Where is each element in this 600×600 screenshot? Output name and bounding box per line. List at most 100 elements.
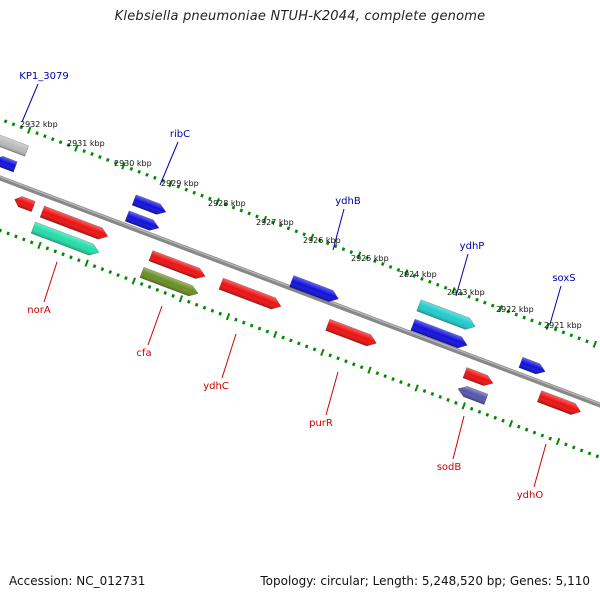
minor-tick xyxy=(454,400,458,405)
minor-tick xyxy=(477,409,482,414)
minor-tick xyxy=(383,374,387,379)
minor-tick xyxy=(407,383,411,388)
minor-tick xyxy=(391,377,395,382)
gene-label: norA xyxy=(27,305,51,316)
minor-tick xyxy=(202,305,207,310)
gene-arrow[interactable] xyxy=(39,205,110,242)
minor-tick xyxy=(58,140,63,145)
major-tick xyxy=(37,241,42,249)
minor-tick xyxy=(163,290,168,295)
leader-line xyxy=(533,443,547,488)
accession-text: Accession: NC_012731 xyxy=(9,574,146,588)
gene-label: ydhB xyxy=(335,196,361,207)
minor-tick xyxy=(100,267,105,272)
major-tick xyxy=(262,215,268,224)
label-leaders xyxy=(21,83,562,488)
gene-label: ydhC xyxy=(203,381,229,392)
kbp-label: 2922 kbp xyxy=(496,305,534,314)
minor-tick xyxy=(412,273,416,278)
minor-tick xyxy=(585,339,589,344)
minor-tick xyxy=(318,238,322,243)
gene-arrow[interactable] xyxy=(518,356,547,376)
gene-arrow[interactable] xyxy=(0,132,30,157)
minor-tick xyxy=(561,330,566,335)
minor-tick xyxy=(302,232,306,237)
minor-tick xyxy=(278,223,283,228)
minor-tick xyxy=(485,412,490,417)
gene-arrow[interactable] xyxy=(13,194,36,213)
minor-tick xyxy=(304,344,309,349)
minor-tick xyxy=(257,326,262,331)
kbp-label: 2926 kbp xyxy=(303,236,341,245)
gene-arrow[interactable] xyxy=(416,299,477,332)
minor-tick xyxy=(294,229,299,234)
minor-tick xyxy=(29,240,34,245)
minor-tick xyxy=(422,389,427,393)
minor-tick xyxy=(145,172,149,177)
kbp-label: 2930 kbp xyxy=(114,159,152,168)
minor-tick xyxy=(467,294,471,299)
minor-tick xyxy=(11,122,16,127)
minor-tick xyxy=(289,338,293,343)
leader-line xyxy=(332,208,345,251)
gene-arrow[interactable] xyxy=(410,318,469,351)
tick-tracks xyxy=(0,119,600,459)
gene-arrow[interactable] xyxy=(0,154,18,173)
minor-tick xyxy=(124,276,128,280)
gene-arrow[interactable] xyxy=(30,221,101,258)
minor-tick xyxy=(490,303,495,308)
kbp-label: 2932 kbp xyxy=(20,120,58,129)
minor-tick xyxy=(270,220,275,225)
minor-tick xyxy=(336,356,340,361)
gene-arrow[interactable] xyxy=(218,277,283,312)
minor-tick xyxy=(139,282,144,286)
kbp-label: 2927 kbp xyxy=(256,218,294,227)
minor-tick xyxy=(469,406,474,411)
gene-arrow[interactable] xyxy=(148,250,207,282)
minor-tick xyxy=(176,184,181,189)
major-tick xyxy=(215,197,220,206)
gene-arrow[interactable] xyxy=(289,275,340,305)
leader-line xyxy=(452,415,465,460)
major-tick xyxy=(414,384,419,392)
minor-tick xyxy=(92,264,97,269)
minor-tick xyxy=(234,317,238,322)
minor-tick xyxy=(375,371,380,376)
gene-label: KP1_3079 xyxy=(19,71,68,82)
minor-tick xyxy=(116,273,120,278)
major-tick xyxy=(27,126,32,134)
minor-tick xyxy=(297,341,301,346)
gene-arrow[interactable] xyxy=(462,367,495,389)
minor-tick xyxy=(14,234,18,239)
minor-tick xyxy=(388,265,393,269)
leader-line xyxy=(221,333,237,379)
minor-tick xyxy=(328,353,333,358)
minor-tick xyxy=(223,202,228,207)
gene-arrow[interactable] xyxy=(325,318,379,349)
kbp-label: 2924 kbp xyxy=(399,270,437,279)
minor-tick xyxy=(420,276,424,281)
minor-tick xyxy=(255,214,259,219)
gene-arrow[interactable] xyxy=(139,266,200,299)
leader-line xyxy=(159,141,179,186)
minor-tick xyxy=(22,237,26,242)
minor-tick xyxy=(239,208,244,213)
minor-tick xyxy=(90,152,94,156)
leader-line xyxy=(549,285,562,325)
minor-tick xyxy=(514,312,519,317)
minor-tick xyxy=(69,255,73,260)
gene-arrow[interactable] xyxy=(536,390,582,418)
minor-tick xyxy=(43,134,47,139)
gene-label: ydhP xyxy=(460,241,485,252)
major-tick xyxy=(498,304,503,313)
labels: 2932 kbp 2931 kbp 2930 kbp 2929 kbp 2928 kbp… xyxy=(19,71,581,501)
minor-tick xyxy=(430,392,435,396)
minor-tick xyxy=(200,193,204,198)
minor-tick xyxy=(187,299,191,304)
minor-tick xyxy=(438,394,442,399)
minor-tick xyxy=(493,415,497,420)
gene-arrow[interactable] xyxy=(456,384,489,405)
gene-arrow[interactable] xyxy=(124,210,161,233)
minor-tick xyxy=(587,451,592,456)
gene-arrow[interactable] xyxy=(131,194,168,217)
